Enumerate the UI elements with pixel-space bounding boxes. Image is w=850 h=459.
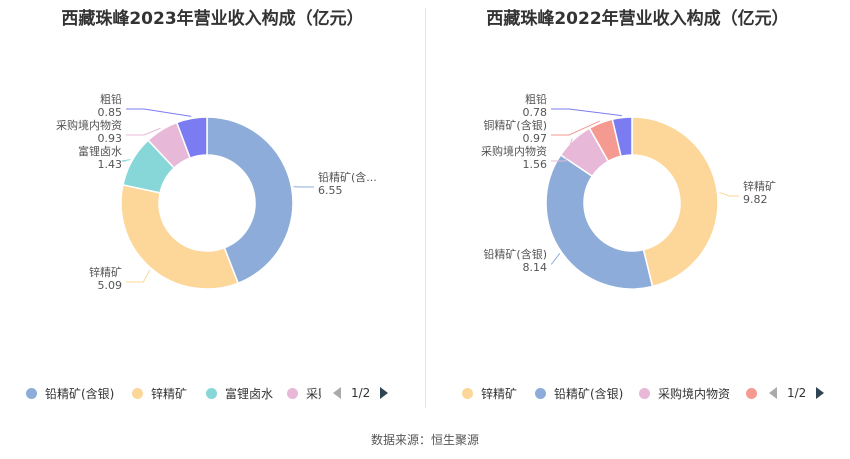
next-page-icon[interactable] — [380, 387, 389, 399]
legend-marker — [639, 387, 650, 399]
slice-label: 锌精矿 — [743, 179, 776, 193]
legend-label: 锌精矿 — [151, 386, 188, 401]
chart-panel-2023: 西藏珠峰2023年营业收入构成（亿元） 铅精矿(含... 6.55 锌精矿 5.09 富… — [0, 0, 425, 410]
slice-label: 铜精矿(含银) — [483, 118, 547, 132]
slice-label: 粗铅 — [100, 92, 122, 106]
prev-page-icon[interactable] — [769, 387, 777, 399]
slice-value-label: 6.55 — [318, 184, 343, 197]
donut-slice[interactable] — [611, 116, 633, 158]
legend-label: 富锂卤水 — [225, 386, 274, 401]
chart-panel-2022: 西藏珠峰2022年营业收入构成（亿元） 锌精矿 9.82 铅精矿(含银) 8.14 采购… — [425, 0, 850, 410]
chart-title: 西藏珠峰2023年营业收入构成（亿元） — [61, 9, 364, 29]
legend-item[interactable]: 铅精矿(含银) — [26, 383, 114, 403]
legend-marker — [26, 387, 37, 399]
slice-value-label: 0.85 — [98, 106, 123, 119]
legend-pager: 1/2 — [769, 383, 825, 403]
legend-item[interactable]: 锌精矿 — [462, 383, 517, 403]
legend-marker — [462, 387, 473, 399]
slice-label: 采购境内物资 — [56, 118, 122, 132]
slice-label: 粗铅 — [525, 92, 547, 106]
leader-line — [551, 253, 561, 265]
slice-value-label: 9.82 — [743, 193, 768, 206]
legend-label: 采购境内物资 — [658, 386, 731, 401]
legend-marker — [206, 387, 217, 399]
legend-item-truncated[interactable]: 采购境内物资 — [287, 383, 321, 403]
next-page-icon[interactable] — [816, 387, 825, 399]
legend-marker — [535, 387, 546, 399]
leader-line — [551, 108, 622, 117]
legend-label: 铅精矿(含银) — [45, 386, 115, 401]
slice-label: 富锂卤水 — [78, 144, 122, 158]
legend-pager: 1/2 — [333, 383, 389, 403]
slice-label: 锌精矿 — [89, 265, 122, 279]
legend-item[interactable]: 铅精矿(含银) — [535, 383, 623, 403]
slice-label: 铅精矿(含... — [318, 170, 377, 184]
donut-slice[interactable] — [631, 116, 719, 288]
slice-label: 铅精矿(含银) — [483, 247, 547, 261]
leader-line — [126, 269, 151, 283]
leader-line — [121, 159, 131, 162]
legend-marker — [132, 387, 143, 399]
leader-line — [126, 108, 192, 117]
slice-value-label: 5.09 — [98, 279, 123, 292]
legend-label: 采购境内物资 — [306, 386, 321, 401]
page-indicator: 1/2 — [787, 386, 807, 400]
legend-item[interactable]: 锌精矿 — [132, 383, 187, 403]
legend: 锌精矿 铅精矿(含银) 采购境内物资 1/2 — [425, 383, 850, 403]
donut-slice[interactable] — [545, 153, 654, 290]
chart-title: 西藏珠峰2022年营业收入构成（亿元） — [486, 9, 789, 29]
slice-value-label: 1.43 — [98, 158, 123, 171]
prev-page-icon[interactable] — [333, 387, 341, 399]
slice-value-label: 0.78 — [523, 106, 548, 119]
legend-marker — [746, 387, 757, 399]
donut-slice[interactable] — [175, 116, 208, 160]
leader-line — [126, 127, 161, 136]
data-source-note: 数据来源：恒生聚源 — [370, 433, 479, 447]
legend-item[interactable]: 富锂卤水 — [206, 383, 273, 403]
legend: 铅精矿(含银) 锌精矿 富锂卤水 采购境内物资 1/2 — [0, 383, 425, 403]
slice-value-label: 1.56 — [523, 158, 548, 171]
leader-line — [551, 120, 601, 136]
legend-item-truncated[interactable] — [746, 383, 765, 403]
slice-value-label: 0.97 — [523, 132, 548, 145]
legend-label: 锌精矿 — [481, 386, 518, 401]
leader-line — [719, 191, 739, 197]
slice-label: 采购境内物资 — [481, 144, 547, 158]
slice-value-label: 8.14 — [523, 261, 548, 274]
page-indicator: 1/2 — [351, 386, 371, 400]
panel-divider — [425, 8, 426, 408]
legend-item[interactable]: 采购境内物资 — [639, 383, 730, 403]
legend-marker — [287, 387, 298, 399]
donut-slice[interactable] — [120, 183, 240, 290]
leader-line — [551, 138, 573, 162]
legend-label: 铅精矿(含银) — [554, 386, 624, 401]
slice-value-label: 0.93 — [98, 132, 123, 145]
donut-slice[interactable] — [206, 116, 294, 285]
